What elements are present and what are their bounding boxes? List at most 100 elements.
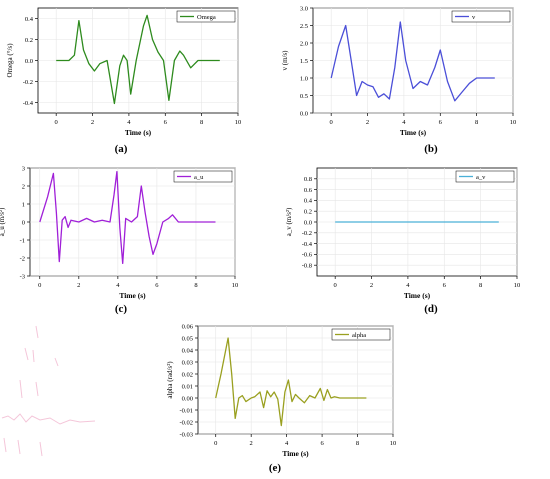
x-tick-label: 8 bbox=[356, 440, 359, 447]
y-axis-label: a_u (m/s²) bbox=[0, 207, 6, 236]
caption-e: (e) bbox=[268, 462, 282, 474]
series-line-alpha bbox=[215, 337, 367, 427]
y-tick-label: 2.0 bbox=[300, 40, 308, 47]
x-axis-label: Time (s) bbox=[119, 291, 146, 300]
x-tick-label: 4 bbox=[127, 119, 131, 126]
y-tick-label: -0.4 bbox=[302, 241, 313, 248]
y-tick-label: 3.0 bbox=[300, 5, 308, 12]
y-axis-label: v (m/s) bbox=[281, 50, 289, 71]
legend: a_u bbox=[173, 170, 233, 183]
y-axis-label: Omega (°/s) bbox=[6, 43, 14, 78]
legend-label: a_v bbox=[476, 174, 486, 181]
x-axis-label: Time (s) bbox=[400, 128, 427, 137]
y-tick-label: -0.02 bbox=[179, 419, 193, 426]
y-tick-label: 1.0 bbox=[300, 75, 308, 82]
x-tick-label: 2 bbox=[77, 282, 80, 289]
chart-d: 0 2 4 6 8 10 -0.8 -0.6 -0.4 -0.2 0.0 0.2 0.4 0.6 0.8 Ti… bbox=[275, 160, 550, 300]
legend: Omega bbox=[176, 10, 236, 23]
x-tick-label: 2 bbox=[370, 282, 373, 289]
y-tick-label: 0.8 bbox=[304, 176, 312, 183]
y-tick-label: 0.00 bbox=[182, 395, 193, 402]
legend-box bbox=[331, 328, 391, 341]
y-tick-label: -0.03 bbox=[179, 431, 193, 438]
x-tick-label: 4 bbox=[285, 440, 289, 447]
x-tick-label: 6 bbox=[155, 282, 159, 289]
y-tick-label: 0.03 bbox=[182, 359, 193, 366]
y-tick-label: 0.5 bbox=[300, 93, 308, 100]
chart-c-svg: 0 2 4 6 8 10 -3 -2 -1 0 1 2 3 Time (s) a_u (m/s²) a_u bbox=[0, 165, 239, 300]
faint-artifact bbox=[1, 325, 96, 457]
x-tick-label: 10 bbox=[514, 282, 521, 289]
x-tick-label: 4 bbox=[116, 282, 120, 289]
x-tick-label: 0 bbox=[38, 282, 41, 289]
x-tick-label: 0 bbox=[334, 282, 337, 289]
y-tick-label: -1 bbox=[20, 237, 25, 244]
legend-box bbox=[173, 170, 233, 183]
y-tick-label: -0.8 bbox=[302, 263, 312, 270]
x-tick-label: 4 bbox=[406, 282, 410, 289]
y-tick-label: -0.01 bbox=[179, 407, 193, 414]
x-tick-label: 2 bbox=[91, 119, 94, 126]
x-tick-label: 8 bbox=[200, 119, 203, 126]
caption-c: (c) bbox=[114, 303, 128, 315]
chart-e-svg: 0 2 4 6 8 10 -0.03 -0.02 -0.01 0.00 0.01 0.02 0.03 0.… bbox=[166, 323, 397, 458]
legend-label: v bbox=[472, 14, 476, 21]
caption-d: (d) bbox=[424, 303, 438, 315]
x-tick-label: 10 bbox=[232, 282, 239, 289]
chart-a-svg: 0 2 4 6 8 10 -0.4 -0.2 0.0 0.2 0.4 Time (s) Omega (°… bbox=[6, 7, 242, 137]
y-tick-label: 3 bbox=[22, 165, 25, 172]
chart-b: 0 2 4 6 8 10 0.0 0.5 1.0 1.5 2.0 2.5 3.0 Time (s) v (m… bbox=[275, 0, 550, 160]
caption-a: (a) bbox=[114, 143, 128, 155]
chart-a: 0 2 4 6 8 10 -0.4 -0.2 0.0 0.2 0.4 Time (s) Omega (°… bbox=[0, 0, 275, 160]
x-tick-label: 0 bbox=[55, 119, 58, 126]
x-tick-label: 10 bbox=[235, 119, 242, 126]
x-tick-label: 8 bbox=[475, 119, 478, 126]
legend-box bbox=[455, 170, 515, 183]
y-tick-label: 0.0 bbox=[25, 58, 33, 65]
y-tick-label: 0.04 bbox=[182, 347, 194, 354]
y-tick-label: 0.2 bbox=[25, 37, 33, 44]
series-line-v bbox=[330, 21, 495, 102]
legend: v bbox=[451, 10, 511, 23]
x-tick-label: 6 bbox=[443, 282, 447, 289]
y-tick-label: 0.2 bbox=[304, 209, 312, 216]
x-tick-label: 10 bbox=[510, 119, 517, 126]
series-line-a-u bbox=[39, 170, 216, 265]
y-axis-label: a_v (m/s²) bbox=[285, 207, 293, 236]
x-axis-label: Time (s) bbox=[125, 128, 152, 137]
x-tick-label: 0 bbox=[214, 440, 217, 447]
y-tick-label: 1 bbox=[22, 201, 25, 208]
x-axis-label: Time (s) bbox=[282, 449, 309, 458]
y-tick-label: 0.6 bbox=[304, 187, 313, 194]
y-tick-label: 0.4 bbox=[304, 198, 313, 205]
y-tick-label: 0.02 bbox=[182, 371, 193, 378]
x-tick-label: 0 bbox=[330, 119, 333, 126]
chart-d-svg: 0 2 4 6 8 10 -0.8 -0.6 -0.4 -0.2 0.0 0.2 0.4 0.6 0.8 Ti… bbox=[285, 167, 521, 300]
y-axis-label: alpha (rad/s²) bbox=[166, 361, 174, 399]
y-tick-label: 0.0 bbox=[300, 110, 308, 117]
x-tick-label: 6 bbox=[439, 119, 443, 126]
y-tick-label: -0.6 bbox=[302, 252, 313, 259]
y-tick-label: 0.01 bbox=[182, 383, 193, 390]
chart-e: 0 2 4 6 8 10 -0.03 -0.02 -0.01 0.00 0.01 0.02 0.03 0.… bbox=[150, 318, 410, 458]
y-tick-label: -2 bbox=[20, 255, 25, 262]
plot-frame bbox=[197, 325, 394, 435]
y-tick-label: 0 bbox=[22, 219, 25, 226]
legend: a_v bbox=[455, 170, 515, 183]
y-tick-label: -0.2 bbox=[23, 79, 33, 86]
x-tick-label: 8 bbox=[194, 282, 197, 289]
legend-label: a_u bbox=[194, 174, 204, 181]
x-tick-label: 6 bbox=[320, 440, 324, 447]
y-tick-label: 0.4 bbox=[25, 16, 34, 23]
x-axis-label: Time (s) bbox=[404, 291, 431, 300]
x-tick-label: 4 bbox=[402, 119, 406, 126]
caption-b: (b) bbox=[424, 143, 438, 155]
chart-b-svg: 0 2 4 6 8 10 0.0 0.5 1.0 1.5 2.0 2.5 3.0 Time (s) v (m… bbox=[281, 5, 517, 137]
chart-c: 0 2 4 6 8 10 -3 -2 -1 0 1 2 3 Time (s) a_u (m/s²) a_u bbox=[0, 160, 275, 300]
legend-box bbox=[451, 10, 511, 23]
x-tick-label: 8 bbox=[479, 282, 482, 289]
x-tick-label: 10 bbox=[390, 440, 397, 447]
legend: alpha bbox=[331, 328, 391, 341]
y-tick-label: 0.0 bbox=[304, 219, 312, 226]
x-tick-label: 6 bbox=[164, 119, 168, 126]
